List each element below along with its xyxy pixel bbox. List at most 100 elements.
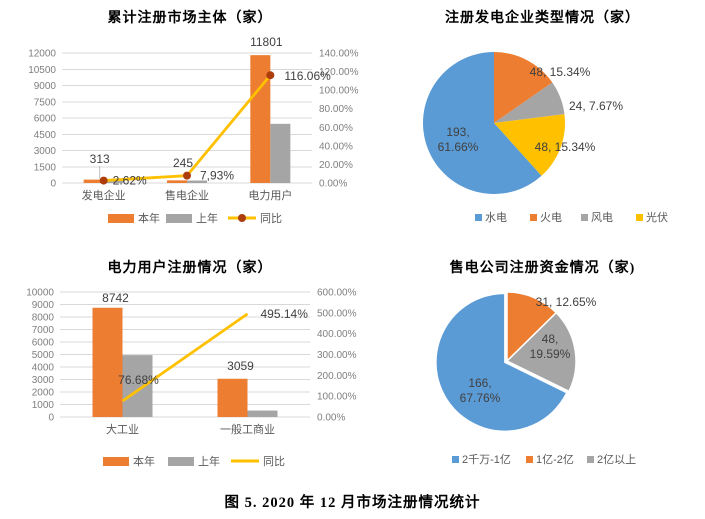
pie-slice-label: 48, 15.34%	[530, 65, 591, 79]
legend-swatch	[581, 214, 588, 221]
y2-axis-tick-label: 400.00%	[317, 329, 357, 340]
legend-label: 水电	[485, 211, 507, 224]
y-axis-tick-label: 5000	[32, 350, 55, 361]
y2-axis-tick-label: 100.00%	[319, 86, 359, 97]
bar-value-label: 313	[90, 152, 110, 166]
y-axis-tick-label: 3000	[34, 146, 57, 157]
y-axis-tick-label: 10500	[28, 65, 56, 76]
figure-caption: 图 5. 2020 年 12 月市场注册情况统计	[224, 495, 481, 511]
legend-label: 2千万-1亿	[462, 453, 511, 466]
legend-label: 本年	[133, 454, 155, 468]
legend-label: 上年	[198, 454, 220, 468]
legend-marker	[238, 214, 246, 222]
legend-swatch	[166, 214, 192, 223]
legend-label: 同比	[260, 212, 282, 225]
line-marker	[99, 176, 108, 185]
chart-title-power-users: 电力用户注册情况（家）	[107, 261, 273, 276]
chart-retail-company-capital: 售电公司注册资金情况（家) 31, 12.65% 48, 19.59% 166, 67.…	[380, 250, 705, 480]
pie-slice-水电	[423, 51, 542, 194]
chart-cumulative-market-entities: 累计注册市场主体（家） 0 1500 3000 4500 6000 7500 9000 105…	[0, 0, 380, 245]
legend-swatch	[108, 214, 134, 223]
y2-axis-tick-label: 60.00%	[319, 123, 353, 134]
legend-swatch	[475, 214, 482, 221]
y2-axis-tick-label: 120.00%	[319, 67, 359, 78]
pie-slice-label: 48,	[542, 332, 559, 346]
x-axis-category-label: 大工业	[106, 422, 139, 436]
pie-slice-2亿以上	[505, 311, 577, 393]
y-axis-tick-label: 0	[50, 179, 56, 190]
line-value-label: 7,93%	[200, 169, 234, 183]
bar-本年	[83, 179, 104, 183]
pie-slice-label: 166,	[468, 376, 491, 390]
bar-本年	[92, 307, 123, 417]
y2-axis-tick-label: 200.00%	[317, 371, 357, 382]
line-value-label: 495.14%	[261, 307, 309, 321]
x-axis-category-label: 电力用户	[248, 188, 292, 202]
y-axis-tick-label: 3000	[32, 375, 55, 386]
pie-slice-label: 67.76%	[460, 391, 501, 405]
pie-slice-label: 48, 15.34%	[535, 140, 596, 154]
y2-axis-tick-label: 0.00%	[319, 179, 347, 190]
chart-title-generation-types: 注册发电企业类型情况（家）	[445, 11, 640, 26]
y-axis-tick-label: 7500	[34, 97, 57, 108]
bar-value-label: 245	[173, 156, 193, 170]
y2-axis-tick-label: 40.00%	[319, 141, 353, 152]
y2-axis-tick-label: 600.00%	[317, 288, 357, 299]
pie-slice-2千万-1亿	[435, 292, 568, 433]
bar-上年	[247, 410, 278, 417]
legend-label: 同比	[263, 455, 285, 468]
bar-上年	[122, 355, 153, 417]
bar-value-label: 11801	[250, 35, 283, 49]
pie-slice-风电	[494, 82, 565, 123]
line-value-label: 76.68%	[118, 373, 159, 387]
legend-label: 光伏	[646, 210, 668, 224]
y-axis-tick-label: 9000	[34, 81, 57, 92]
y-axis-tick-label: 10000	[26, 288, 54, 299]
pie-slice-label: 24, 7.67%	[569, 99, 623, 113]
bar-value-label: 3059	[227, 359, 254, 373]
y2-axis-tick-label: 80.00%	[319, 104, 353, 115]
y-axis-tick-label: 2000	[32, 388, 55, 399]
bar-本年	[217, 378, 248, 417]
legend-label: 本年	[138, 211, 160, 225]
line-value-label: 2.62%	[113, 174, 147, 188]
legend-swatch	[168, 457, 194, 466]
legend-label: 1亿-2亿	[536, 453, 574, 466]
y-axis-tick-label: 6000	[34, 114, 57, 125]
yoy-line	[121, 312, 249, 403]
chart-power-user-registration: 电力用户注册情况（家） 0 1000 2000 3000 4000 5000 6000 700…	[0, 250, 380, 485]
legend-swatch	[530, 214, 537, 221]
y-axis-tick-label: 6000	[32, 338, 55, 349]
line-marker	[183, 171, 191, 180]
x-axis-category-label: 发电企业	[82, 188, 126, 202]
pie-chart-svg: 31, 12.65% 48,19.59% 166,67.76% 2千万-1亿 1亿-2亿…	[435, 291, 636, 466]
y-axis-tick-label: 7000	[32, 325, 55, 336]
chart-generation-company-types: 注册发电企业类型情况（家） 48, 15.34% 24, 7.67% 48, 15.…	[380, 0, 705, 240]
x-axis-category-label: 售电企业	[165, 188, 209, 202]
y-axis-tick-label: 1500	[34, 162, 57, 173]
legend-label: 火电	[540, 211, 562, 224]
y-axis-tick-label: 0	[48, 413, 54, 424]
line-marker	[266, 71, 275, 80]
chart-title-retail-capital: 售电公司注册资金情况（家)	[449, 261, 636, 276]
legend-swatch	[103, 457, 129, 466]
y2-axis-tick-label: 500.00%	[317, 308, 357, 319]
y2-axis-tick-label: 0.00%	[317, 413, 345, 424]
y-axis-tick-label: 4500	[34, 130, 57, 141]
legend-swatch	[452, 456, 459, 463]
y-axis-tick-label: 1000	[32, 400, 55, 411]
y-axis-tick-label: 8000	[32, 313, 55, 324]
pie-slice-label: 193,	[446, 125, 469, 139]
bar-value-label: 8742	[102, 291, 129, 305]
y-axis-tick-label: 12000	[28, 49, 56, 60]
pie-slice-label: 19.59%	[530, 347, 571, 361]
pie-slice-label: 31, 12.65%	[536, 295, 597, 309]
pie-chart-svg: 48, 15.34% 24, 7.67% 48, 15.34% 193,61.66% 水…	[423, 51, 668, 224]
pie-slice-label: 61.66%	[438, 140, 479, 154]
line-value-label: 116.06%	[284, 69, 331, 83]
y-axis-tick-label: 9000	[32, 300, 55, 311]
bar-line-chart-svg: 0100020003000400050006000700080009000100…	[26, 288, 357, 469]
legend-swatch	[587, 456, 594, 463]
legend-label: 风电	[591, 211, 613, 224]
legend-label: 2亿以上	[597, 453, 636, 466]
